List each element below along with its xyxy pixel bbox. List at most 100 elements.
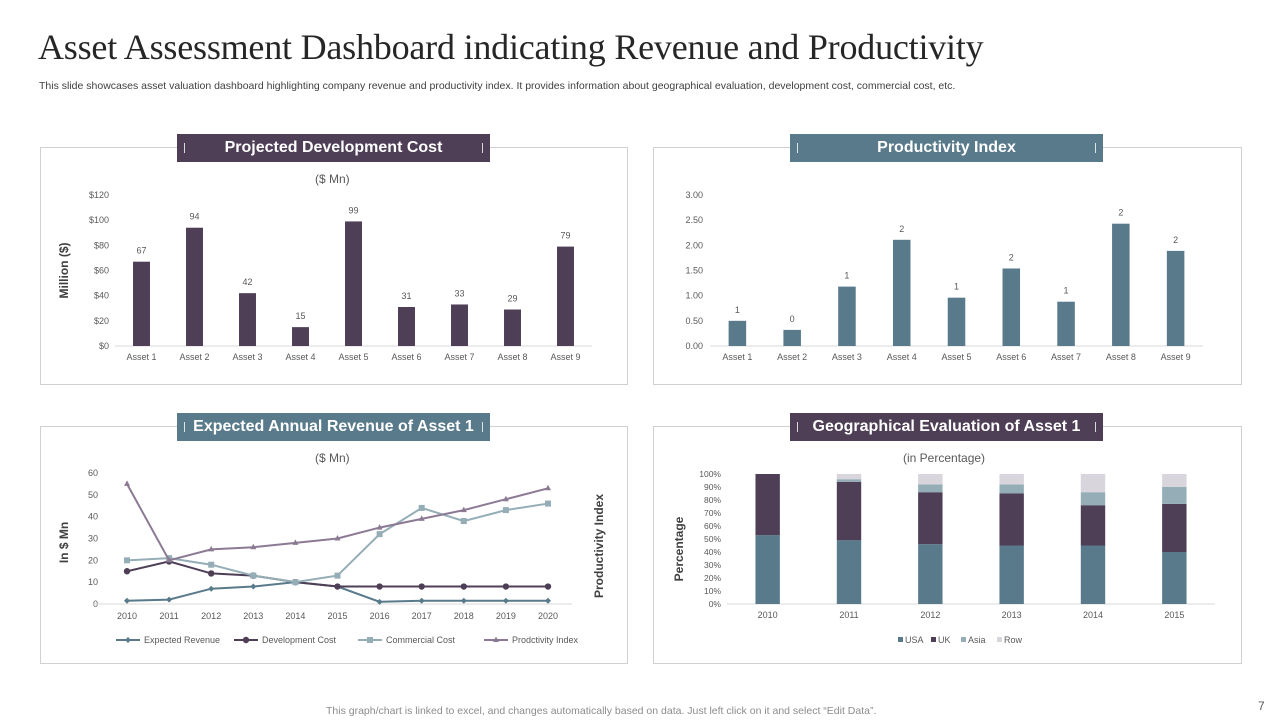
- revenue-series-expected-revenue-point: [250, 583, 257, 590]
- revenue-legend-marker: [125, 637, 131, 643]
- geo-unit: (in Percentage): [903, 451, 986, 465]
- dev-cost-data-label: 15: [295, 311, 305, 321]
- geo-segment-row: [836, 474, 862, 480]
- revenue-xtick-label: 2015: [327, 611, 347, 621]
- productivity-xtick-label: Asset 4: [887, 352, 917, 362]
- dev-cost-bar: [398, 306, 415, 346]
- dev-cost-data-label: 29: [507, 294, 517, 304]
- revenue-series-prodctivity-index-point: [545, 484, 551, 491]
- revenue-legend-label: Development Cost: [262, 635, 337, 645]
- geo-ytick-label: 80%: [704, 495, 721, 505]
- productivity-data-label: 1: [1064, 286, 1069, 296]
- geo-segment-row: [1080, 474, 1106, 493]
- revenue-series-expected-revenue-point: [545, 597, 551, 604]
- productivity-ytick-label: 2.00: [685, 240, 703, 250]
- geo-legend-swatch: [931, 637, 936, 642]
- dev-cost-data-label: 42: [242, 277, 252, 287]
- geo-segment-usa: [1162, 552, 1187, 604]
- dev-cost-bar: [239, 293, 256, 346]
- productivity-data-label: 2: [1173, 235, 1178, 245]
- geo-segment-usa: [1080, 545, 1106, 604]
- dev-cost-ytick-label: $40: [94, 291, 109, 301]
- revenue-series-development-cost-point: [502, 583, 510, 590]
- revenue-legend-label: Prodctivity Index: [512, 635, 579, 645]
- geo-xtick-label: 2014: [1083, 610, 1103, 620]
- page-subtitle: This slide showcases asset valuation das…: [39, 80, 956, 92]
- geo-segment-asia: [918, 484, 943, 493]
- revenue-series-expected-revenue-point: [418, 597, 425, 604]
- dev-cost-xtick-label: Asset 9: [550, 352, 580, 362]
- dev-cost-ytick-label: $100: [89, 215, 109, 225]
- revenue-y-axis-title: In $ Mn: [57, 522, 71, 563]
- geo-ytick-label: 70%: [704, 508, 721, 518]
- revenue-series-prodctivity-index-point: [376, 524, 383, 530]
- tag-accent-left: [184, 143, 185, 153]
- productivity-bar: [838, 286, 856, 346]
- footer-note: This graph/chart is linked to excel, and…: [326, 705, 877, 717]
- dev-cost-xtick-label: Asset 8: [497, 352, 527, 362]
- productivity-xtick-label: Asset 8: [1106, 352, 1136, 362]
- revenue-series-prodctivity-index-point: [124, 480, 130, 486]
- page-title: Asset Assessment Dashboard indicating Re…: [38, 27, 984, 67]
- revenue-ytick-label: 20: [88, 555, 98, 565]
- geo-segment-uk: [1080, 505, 1106, 546]
- productivity-bar: [892, 239, 911, 346]
- revenue-series-expected-revenue-point: [502, 597, 509, 604]
- productivity-data-label: 1: [735, 305, 740, 315]
- dev-cost-data-label: 31: [401, 291, 411, 301]
- revenue-series-expected-revenue-point: [460, 597, 467, 604]
- tag-accent-right: [1095, 422, 1096, 432]
- productivity-bar: [1002, 268, 1021, 346]
- revenue-series-prodctivity-index-point: [208, 545, 215, 552]
- revenue-series-development-cost-point: [460, 583, 467, 590]
- dev-cost-ytick-label: $120: [89, 190, 109, 200]
- revenue-legend-marker: [242, 636, 250, 644]
- revenue-series-expected-revenue-point: [376, 598, 383, 605]
- geo-legend-label: Asia: [968, 635, 986, 645]
- productivity-ytick-label: 0.00: [685, 341, 703, 351]
- revenue-series-development-cost-point: [334, 583, 341, 590]
- revenue-series-commercial-cost-point: [376, 531, 383, 538]
- geo-segment-row: [999, 474, 1024, 485]
- geo-legend-label: USA: [905, 635, 924, 645]
- revenue-series-prodctivity-index-point: [292, 539, 299, 545]
- revenue-xtick-label: 2010: [117, 611, 137, 621]
- revenue-legend-label: Commercial Cost: [386, 635, 456, 645]
- dev-cost-y-axis-title: Million ($): [57, 243, 71, 299]
- dev-cost-bar: [451, 304, 468, 346]
- geo-legend-label: UK: [938, 635, 951, 645]
- geo-title: Geographical Evaluation of Asset 1: [790, 413, 1103, 441]
- geo-segment-uk: [836, 481, 862, 541]
- geo-title-text: Geographical Evaluation of Asset 1: [812, 418, 1081, 435]
- geo-segment-asia: [1162, 487, 1187, 504]
- dev-cost-ytick-label: $60: [94, 266, 109, 276]
- revenue-xtick-label: 2018: [454, 611, 474, 621]
- geo-segment-usa: [918, 544, 943, 604]
- revenue-series-commercial-cost-point: [292, 579, 299, 586]
- geo-segment-usa: [755, 535, 780, 604]
- dev-cost-ytick-label: $0: [99, 341, 109, 351]
- dev-cost-xtick-label: Asset 5: [338, 352, 368, 362]
- dev-cost-title-text: Projected Development Cost: [224, 139, 443, 156]
- tag-accent-left: [797, 143, 798, 153]
- revenue-series-expected-revenue-point: [124, 597, 130, 604]
- revenue-series-commercial-cost-point: [250, 572, 257, 579]
- revenue-title: Expected Annual Revenue of Asset 1: [177, 413, 490, 441]
- revenue-xtick-label: 2017: [412, 611, 432, 621]
- dev-cost-title: Projected Development Cost: [177, 134, 490, 162]
- revenue-series-development-cost-point: [544, 583, 552, 590]
- tag-accent-right: [482, 143, 483, 153]
- revenue-xtick-label: 2011: [159, 611, 178, 621]
- revenue-xtick-label: 2014: [285, 611, 305, 621]
- revenue-series-prodctivity-index-point: [334, 535, 341, 541]
- geo-ytick-label: 0%: [709, 599, 722, 609]
- geo-ytick-label: 20%: [704, 573, 721, 583]
- dev-cost-bar: [133, 261, 150, 346]
- productivity-data-label: 2: [1009, 252, 1014, 262]
- dev-cost-xtick-label: Asset 7: [444, 352, 474, 362]
- revenue-series-prodctivity-index-point: [460, 506, 467, 513]
